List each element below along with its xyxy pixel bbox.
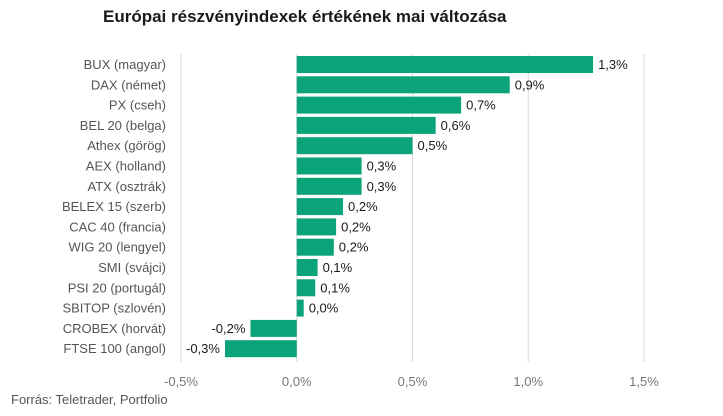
data-label: 0,3%	[367, 179, 397, 194]
data-label: 0,3%	[367, 159, 397, 174]
data-label: 0,2%	[341, 219, 371, 234]
category-label: DAX (német)	[91, 77, 166, 92]
bar	[296, 137, 413, 155]
bar	[250, 319, 297, 337]
data-label: 0,1%	[320, 280, 350, 295]
x-tick-label: -0,5%	[164, 374, 198, 389]
category-label: AEX (holland)	[86, 159, 166, 174]
bar	[296, 116, 436, 134]
bar	[296, 76, 510, 94]
data-label: -0,2%	[211, 321, 245, 336]
data-label: 0,6%	[441, 118, 471, 133]
bar	[296, 259, 318, 276]
data-label: 0,7%	[466, 98, 496, 113]
category-label: CROBEX (horvát)	[63, 321, 166, 336]
data-label: 0,5%	[418, 138, 448, 153]
bar	[296, 198, 344, 216]
category-label: PSI 20 (portugál)	[68, 280, 166, 295]
bar	[296, 96, 462, 114]
category-label: SBITOP (szlovén)	[62, 301, 166, 316]
category-label: SMI (svájci)	[98, 260, 166, 275]
x-tick-label: 1,5%	[629, 374, 659, 389]
data-label: 0,2%	[339, 240, 369, 255]
data-label: 0,1%	[323, 260, 353, 275]
x-tick-label: 0,0%	[282, 374, 312, 389]
source-note: Forrás: Teletrader, Portfolio	[11, 392, 168, 407]
x-tick-label: 0,5%	[398, 374, 428, 389]
category-label: CAC 40 (francia)	[69, 219, 166, 234]
category-label: WIG 20 (lengyel)	[68, 240, 166, 255]
category-label: BEL 20 (belga)	[80, 118, 166, 133]
bar	[224, 340, 297, 358]
bar	[296, 279, 316, 297]
bar	[296, 218, 337, 236]
data-label: 0,0%	[309, 301, 339, 316]
category-label: PX (cseh)	[109, 98, 166, 113]
category-label: BUX (magyar)	[84, 57, 166, 72]
category-label: ATX (osztrák)	[88, 179, 167, 194]
category-label: FTSE 100 (angol)	[63, 341, 166, 356]
bar	[296, 238, 334, 256]
bar	[296, 157, 362, 175]
data-label: 0,2%	[348, 199, 378, 214]
x-tick-label: 1,0%	[513, 374, 543, 389]
category-label: Athex (görög)	[87, 138, 166, 153]
data-label: 0,9%	[515, 77, 545, 92]
chart-title: Európai részvényindexek értékének mai vá…	[103, 7, 507, 26]
data-label: -0,3%	[186, 341, 220, 356]
bar	[296, 56, 594, 73]
bar	[296, 177, 362, 195]
bar	[296, 299, 304, 317]
data-label: 1,3%	[598, 57, 628, 72]
category-label: BELEX 15 (szerb)	[62, 199, 166, 214]
